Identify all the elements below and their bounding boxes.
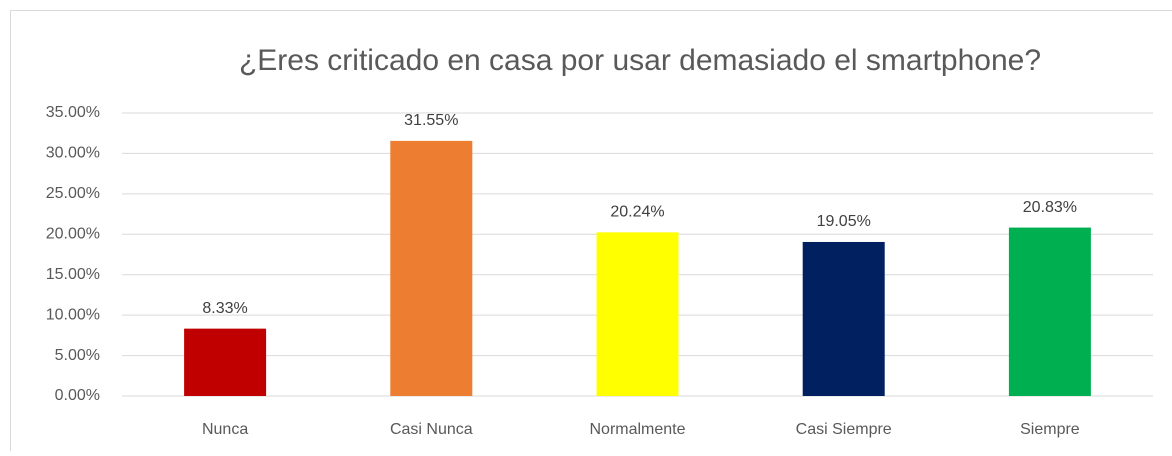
- x-tick-label: Nunca: [202, 421, 248, 438]
- y-tick-label: 30.00%: [46, 145, 100, 162]
- y-tick-label: 25.00%: [46, 185, 100, 202]
- chart-title: ¿Eres criticado en casa por usar demasia…: [239, 44, 1041, 77]
- value-label: 31.55%: [404, 112, 458, 129]
- x-tick-label: Casi Nunca: [390, 421, 473, 438]
- value-label: 19.05%: [817, 213, 871, 230]
- x-tick-label: Casi Siempre: [796, 421, 892, 438]
- value-label: 8.33%: [202, 300, 247, 317]
- bar: [1009, 228, 1091, 396]
- value-label: 20.24%: [610, 204, 664, 221]
- bar: [803, 242, 885, 396]
- bar: [597, 232, 679, 396]
- bar: [184, 329, 266, 396]
- y-tick-label: 0.00%: [55, 387, 100, 404]
- x-tick-label: Normalmente: [589, 421, 685, 438]
- y-tick-label: 35.00%: [46, 104, 100, 121]
- bar: [390, 141, 472, 396]
- y-tick-label: 5.00%: [55, 347, 100, 364]
- y-tick-label: 15.00%: [46, 266, 100, 283]
- y-tick-label: 10.00%: [46, 306, 100, 323]
- y-tick-label: 20.00%: [46, 226, 100, 243]
- x-tick-label: Siempre: [1020, 421, 1080, 438]
- value-label: 20.83%: [1023, 199, 1077, 216]
